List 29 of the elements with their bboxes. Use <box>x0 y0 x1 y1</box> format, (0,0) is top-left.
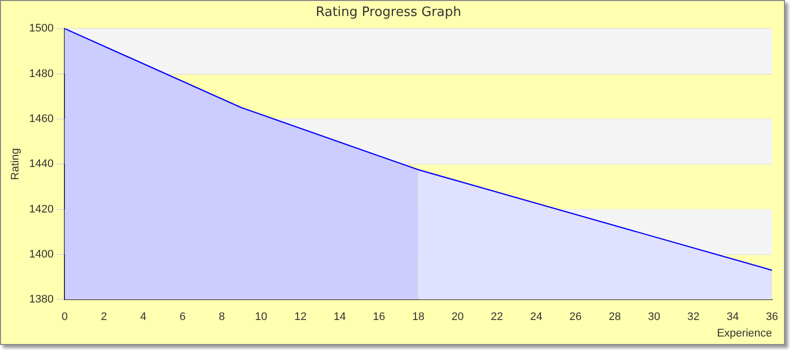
x-tick-label: 34 <box>726 311 739 324</box>
x-tick-label: 2 <box>100 311 108 324</box>
x-tick-label: 26 <box>569 311 582 324</box>
y-tick-label: 1400 <box>29 248 54 260</box>
x-tick-label: 14 <box>334 311 346 324</box>
x-tick-label: 0 <box>62 311 68 324</box>
x-tick-label: 8 <box>218 311 225 324</box>
x-axis-title: Experience <box>716 327 772 340</box>
x-tick-label: 22 <box>490 311 504 324</box>
x-tick-label: 10 <box>255 311 268 324</box>
x-tick-label: 12 <box>294 311 307 324</box>
y-tick-label: 1460 <box>29 112 54 125</box>
y-tick-label: 1500 <box>29 22 54 35</box>
x-tick-label: 32 <box>687 311 700 324</box>
x-tick-label: 4 <box>140 311 146 324</box>
x-tick-label: 20 <box>452 311 464 324</box>
x-tick-label: 36 <box>766 311 778 324</box>
y-axis-title: Rating <box>10 148 22 180</box>
y-tick-label: 1480 <box>29 68 54 80</box>
x-tick-label: 30 <box>648 311 660 324</box>
x-tick-label: 28 <box>608 311 621 324</box>
y-tick-label: 1380 <box>29 294 54 306</box>
x-tick-label: 16 <box>372 311 386 324</box>
x-tick-label: 24 <box>530 311 542 324</box>
x-tick-label: 18 <box>412 311 424 324</box>
chart-title: Rating Progress Graph <box>316 5 462 20</box>
y-tick-label: 1440 <box>29 158 54 170</box>
y-tick-label: 1420 <box>29 203 54 216</box>
x-tick-label: 6 <box>179 311 186 324</box>
